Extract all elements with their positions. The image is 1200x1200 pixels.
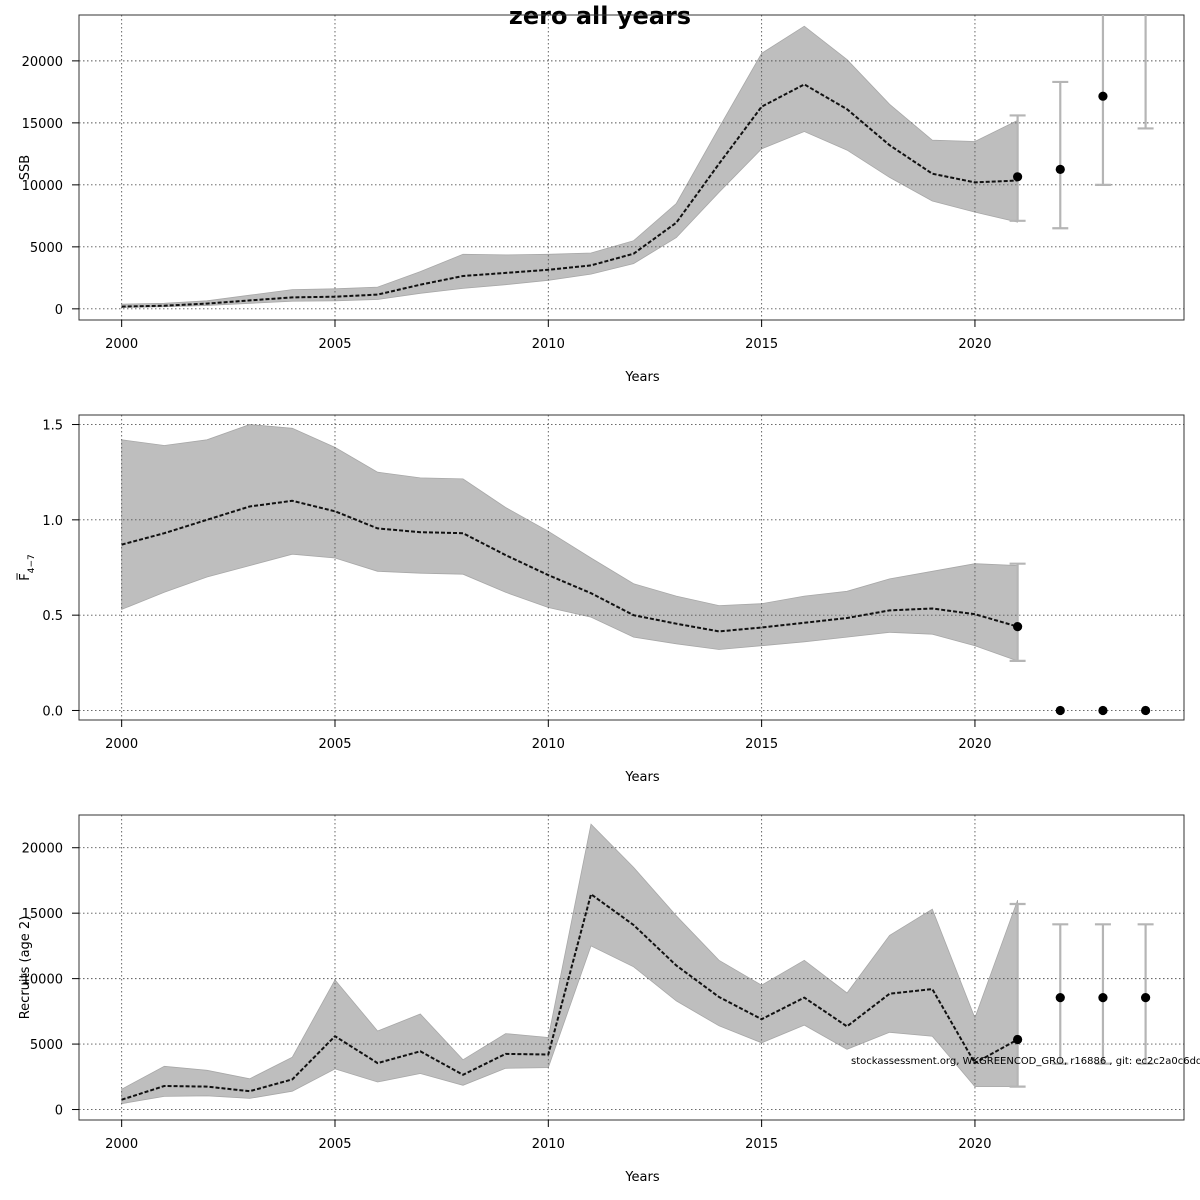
y-axis-label-recruits: Recruits (age 2) <box>18 916 33 1020</box>
forecast-point-2022 <box>1055 993 1065 1003</box>
confidence-band-fbar <box>121 424 1018 662</box>
chart-footnote: stockassessment.org, WKGREENCOD_GRO, r16… <box>851 1056 1200 1067</box>
x-tick-label-2010: 2010 <box>532 1137 565 1152</box>
y-tick-label-5000: 5000 <box>30 241 63 256</box>
forecast-point-2023 <box>1098 993 1108 1003</box>
plot-frame-ssb <box>78 14 1185 321</box>
x-tick-label-2000: 2000 <box>105 337 138 352</box>
x-tick-label-2000: 2000 <box>105 1137 138 1152</box>
x-tick-label-2010: 2010 <box>532 737 565 752</box>
y-tick-label-5000: 5000 <box>30 1038 63 1053</box>
panel-recruits: 2000 2005 2010 2015 2020 0 5000 10000 15000 20000… <box>18 814 1185 1185</box>
y-tick-label-0: 0.0 <box>42 704 63 719</box>
estimate-line-recruits <box>121 893 1019 1101</box>
y-tick-label-20000: 20000 <box>22 55 63 70</box>
forecast-interval-2021 <box>1009 902 1026 1088</box>
y-axis-label-ssb: SSB <box>18 155 33 180</box>
x-tick-label-2005: 2005 <box>318 337 351 352</box>
confidence-band-ssb <box>121 25 1018 308</box>
x-tick-label-2000: 2000 <box>105 737 138 752</box>
panel-fbar: 2000 2005 2010 2015 2020 0.0 0.5 1.0 1.5 Years F̅4… <box>17 414 1185 785</box>
forecast-point-2022 <box>1055 164 1065 174</box>
x-tick-label-2005: 2005 <box>318 1137 351 1152</box>
x-tick-label-2020: 2020 <box>958 1137 991 1152</box>
forecast-point-2021 <box>1013 621 1023 632</box>
x-tick-label-2020: 2020 <box>958 737 991 752</box>
forecast-point-2022 <box>1055 705 1065 716</box>
plot-frame-recruits <box>78 814 1185 1121</box>
forecast-interval-2021 <box>1009 562 1026 663</box>
y-tick-label-0.5: 0.5 <box>42 609 63 624</box>
forecast-interval-2021 <box>1009 114 1026 222</box>
x-axis-label-recruits: Years <box>624 1170 660 1185</box>
estimate-line-ssb <box>121 83 1018 308</box>
y-tick-label-0: 0 <box>55 1104 63 1119</box>
forecast-point-2024 <box>1141 705 1151 716</box>
y-tick-label-1.5: 1.5 <box>42 419 63 434</box>
y-tick-label-20000: 20000 <box>22 842 63 857</box>
x-tick-label-2015: 2015 <box>745 737 778 752</box>
panels: 2000 2005 2010 2015 202005000100001500020000… <box>17 14 1185 1185</box>
x-tick-label-2005: 2005 <box>318 737 351 752</box>
y-axis-label-fbar: F̅4−7 <box>17 554 37 580</box>
forecast-point-2021 <box>1013 1034 1023 1045</box>
estimate-line-fbar <box>121 499 1018 633</box>
forecast-point-2021 <box>1013 172 1023 182</box>
x-axis-label-ssb: Years <box>624 370 660 385</box>
forecast-point-2024 <box>1141 993 1151 1003</box>
y-tick-label-15000: 15000 <box>22 907 63 922</box>
panel-ssb: 2000 2005 2010 2015 2020 0 5000 10000 15000 20000… <box>18 14 1185 385</box>
forecast-interval-2023 <box>1094 15 1111 186</box>
forecast-point-2023 <box>1098 91 1108 101</box>
chart-title: zero all years <box>509 2 691 30</box>
x-tick-label-2020: 2020 <box>958 337 991 352</box>
y-tick-label-15000: 15000 <box>22 117 63 132</box>
forecast-point-2023 <box>1098 705 1108 716</box>
x-tick-label-2015: 2015 <box>745 337 778 352</box>
x-tick-label-2015: 2015 <box>745 1137 778 1152</box>
x-axis-label-fbar: Years <box>624 770 660 785</box>
y-tick-label-10000: 10000 <box>22 973 63 988</box>
y-axis-label-subscript: 4−7 <box>27 554 37 573</box>
plot-frame-fbar <box>78 414 1185 721</box>
y-tick-label-10000: 10000 <box>22 179 63 194</box>
y-tick-label-0: 0 <box>55 303 63 318</box>
x-tick-label-2010: 2010 <box>532 337 565 352</box>
forecast-interval-2024 <box>1137 15 1154 130</box>
forecast-interval-2022 <box>1052 80 1069 230</box>
y-tick-label-1: 1.0 <box>42 514 63 529</box>
